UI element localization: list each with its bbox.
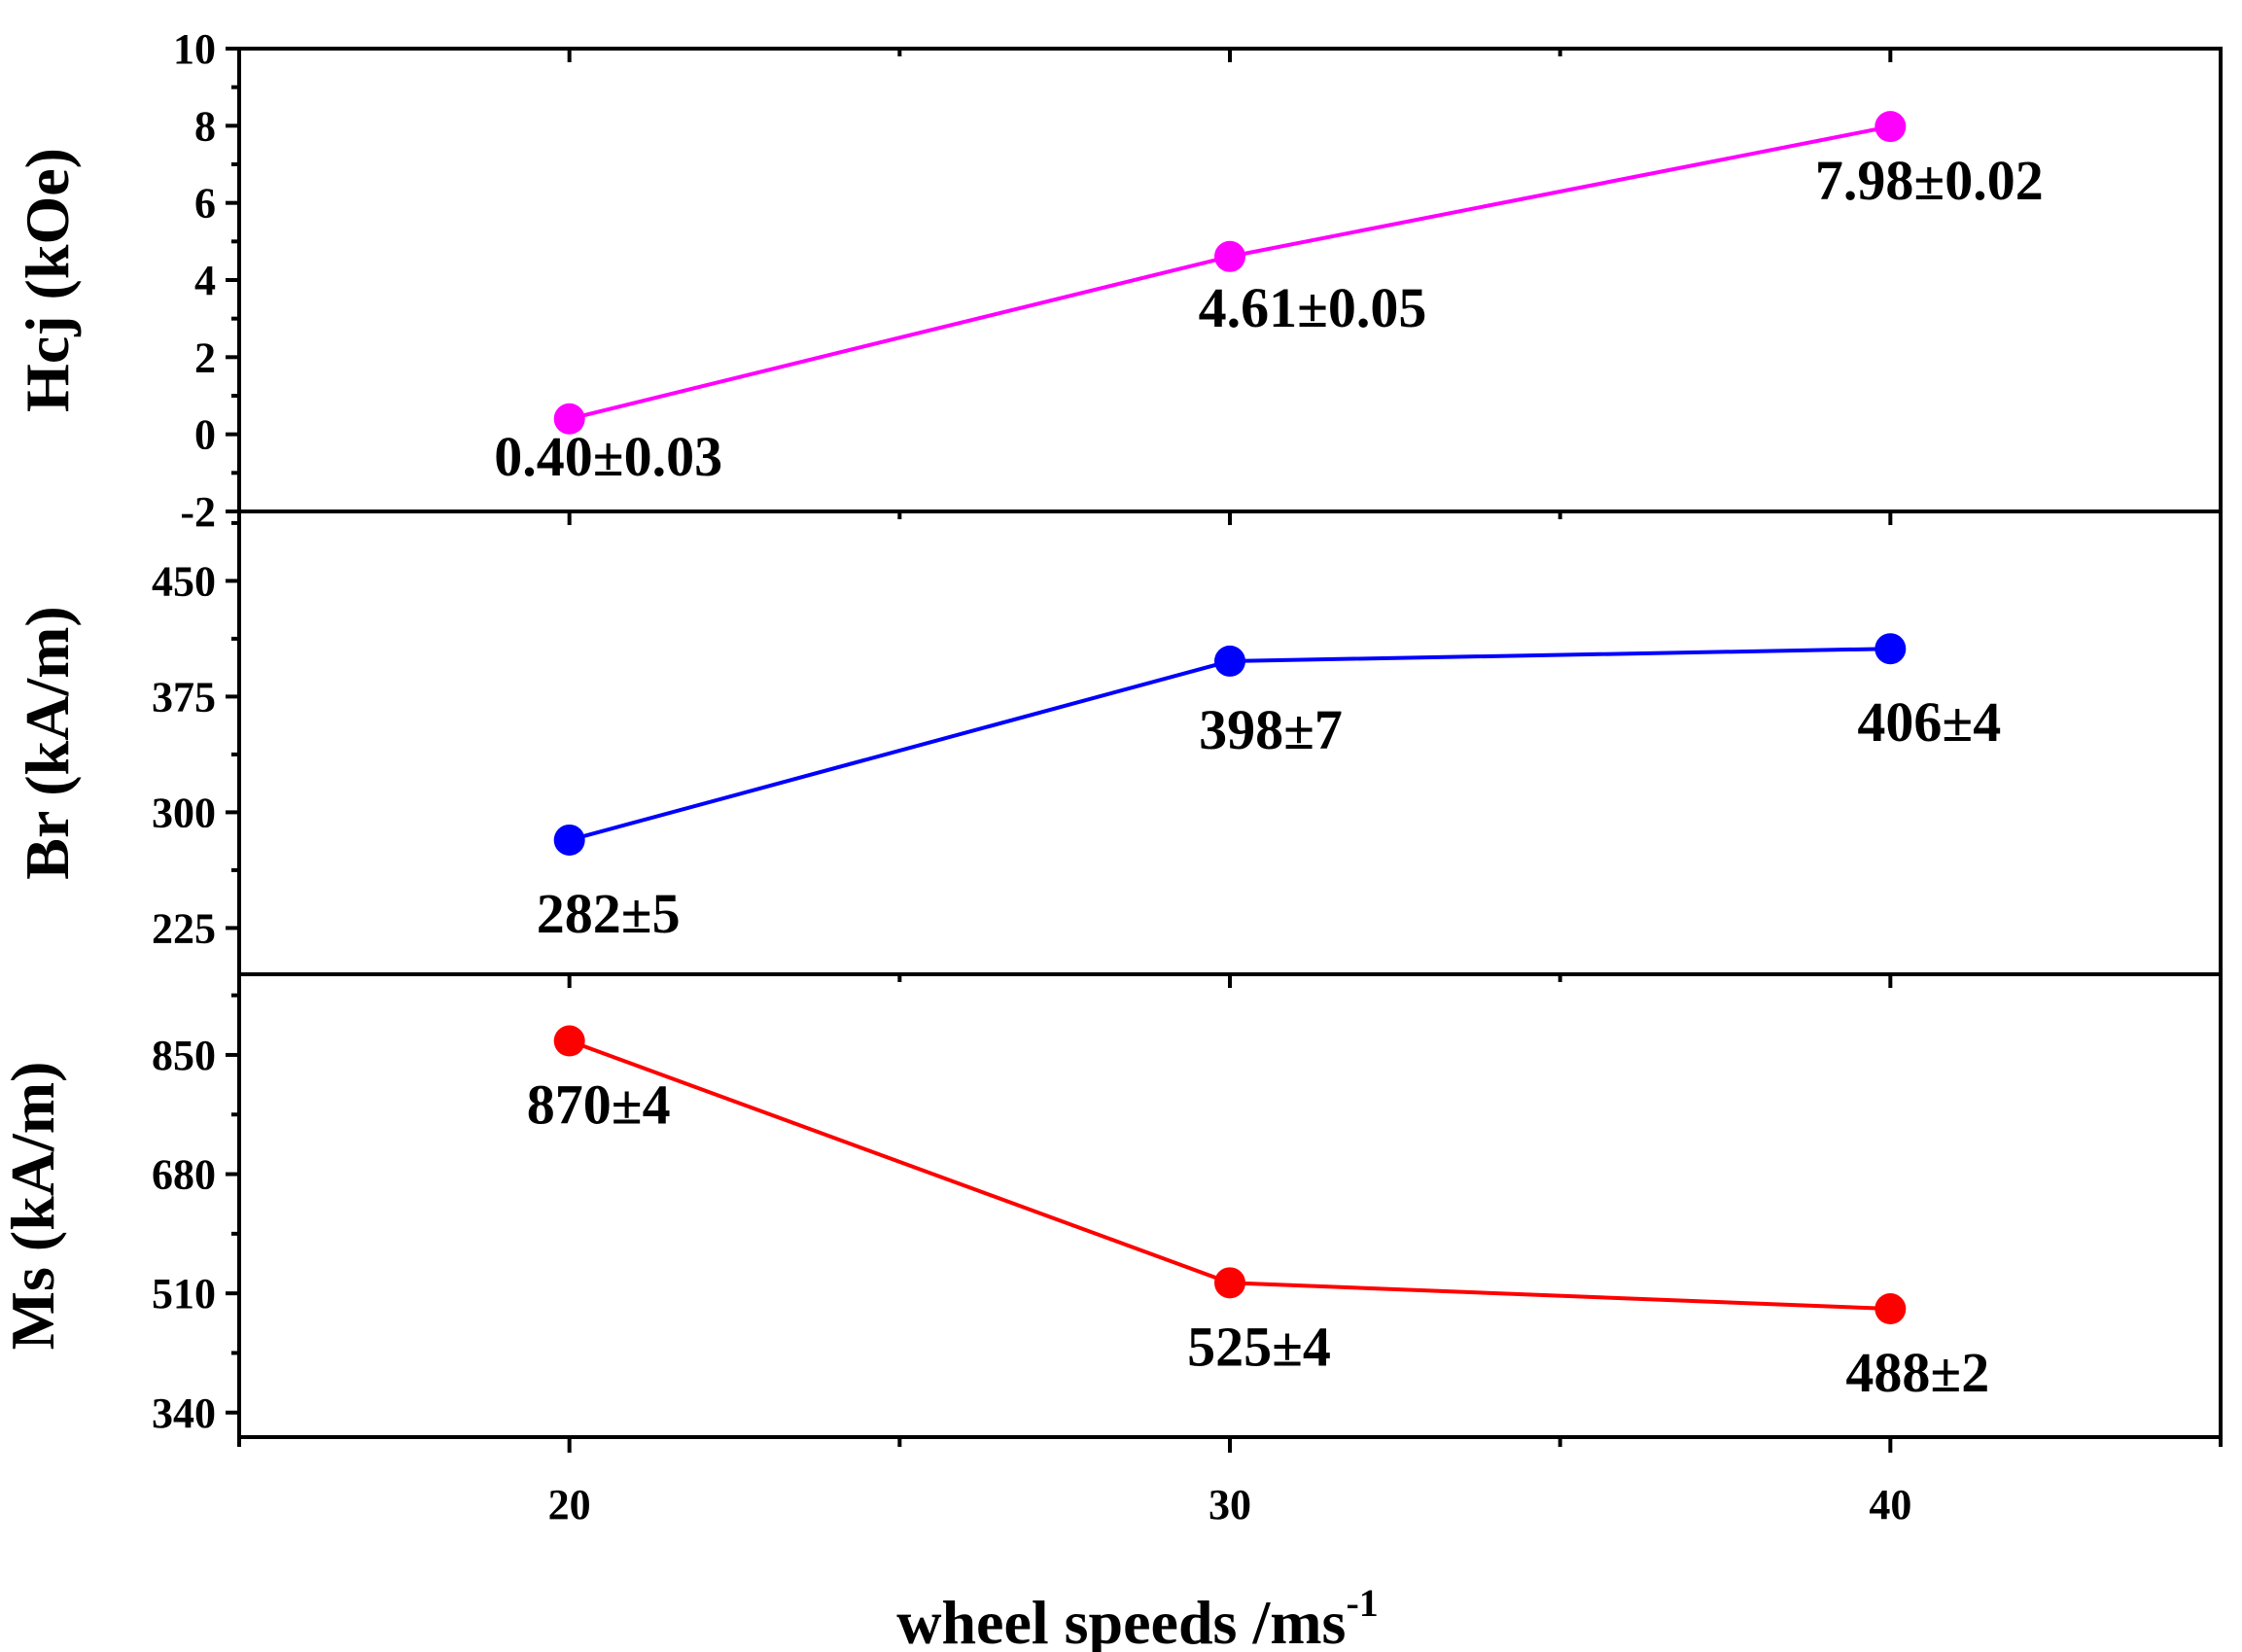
- y-tick-label: 300: [152, 789, 216, 836]
- panel-2: 225 300 375 450 Br (kA/m) 282±5 398±7 406±4: [13, 510, 2223, 976]
- data-point: [1214, 240, 1245, 272]
- data-point: [1874, 111, 1907, 143]
- data-point: [1874, 1293, 1907, 1325]
- data-point: [553, 403, 585, 435]
- y-tick-label: 340: [152, 1389, 216, 1437]
- y-tick-label: 375: [152, 673, 216, 721]
- x-axis-title: wheel speeds /ms-1: [896, 1581, 1379, 1652]
- data-label: 0.40±0.03: [494, 425, 722, 488]
- data-label: 870±4: [527, 1073, 671, 1137]
- y-axis-title: Hcj (kOe): [13, 148, 82, 412]
- y-tick-label: 6: [194, 180, 216, 228]
- data-point: [1874, 633, 1907, 665]
- panel-3: 340 510 680 850 Ms (kA/m) 870±4 525±4 488±2: [0, 972, 2223, 1439]
- data-label: 7.98±0.02: [1815, 149, 2044, 212]
- x-tick-label: 30: [1209, 1481, 1251, 1529]
- data-label: 282±5: [537, 882, 681, 945]
- y-tick-label: 225: [152, 904, 216, 952]
- x-tick-label: 20: [548, 1481, 591, 1529]
- y-tick-label: 850: [152, 1032, 216, 1079]
- x-axis-title-base: wheel speeds /ms: [896, 1588, 1346, 1652]
- data-label: 398±7: [1199, 698, 1343, 761]
- x-axis: 20 30 40: [237, 1437, 2223, 1529]
- y-tick-label: 2: [194, 334, 216, 381]
- y-tick-label: -2: [180, 488, 216, 536]
- panels: -2 0 2 4 6 8 10 Hcj (kOe) 0.40±0.03 4.61±0.05 7.98…: [0, 25, 2223, 1439]
- data-point: [553, 1025, 585, 1057]
- y-tick-label: 10: [173, 25, 216, 73]
- y-tick-label: 4: [194, 257, 216, 304]
- data-label: 4.61±0.05: [1199, 276, 1427, 339]
- data-label: 406±4: [1857, 690, 2001, 754]
- data-point: [1214, 1267, 1245, 1299]
- x-axis-title-superscript: -1: [1346, 1581, 1378, 1625]
- data-point: [1214, 645, 1245, 677]
- y-tick-label: 8: [194, 102, 216, 150]
- y-tick-label: 0: [194, 411, 216, 459]
- x-tick-label: 40: [1869, 1481, 1911, 1529]
- y-tick-label: 510: [152, 1270, 216, 1318]
- y-tick-label: 450: [152, 557, 216, 605]
- y-tick-label: 680: [152, 1151, 216, 1199]
- data-label: 525±4: [1187, 1315, 1331, 1378]
- y-axis-title: Ms (kA/m): [0, 1062, 67, 1351]
- data-label: 488±2: [1845, 1341, 1989, 1404]
- y-axis-title: Br (kA/m): [13, 606, 82, 879]
- data-point: [553, 824, 585, 856]
